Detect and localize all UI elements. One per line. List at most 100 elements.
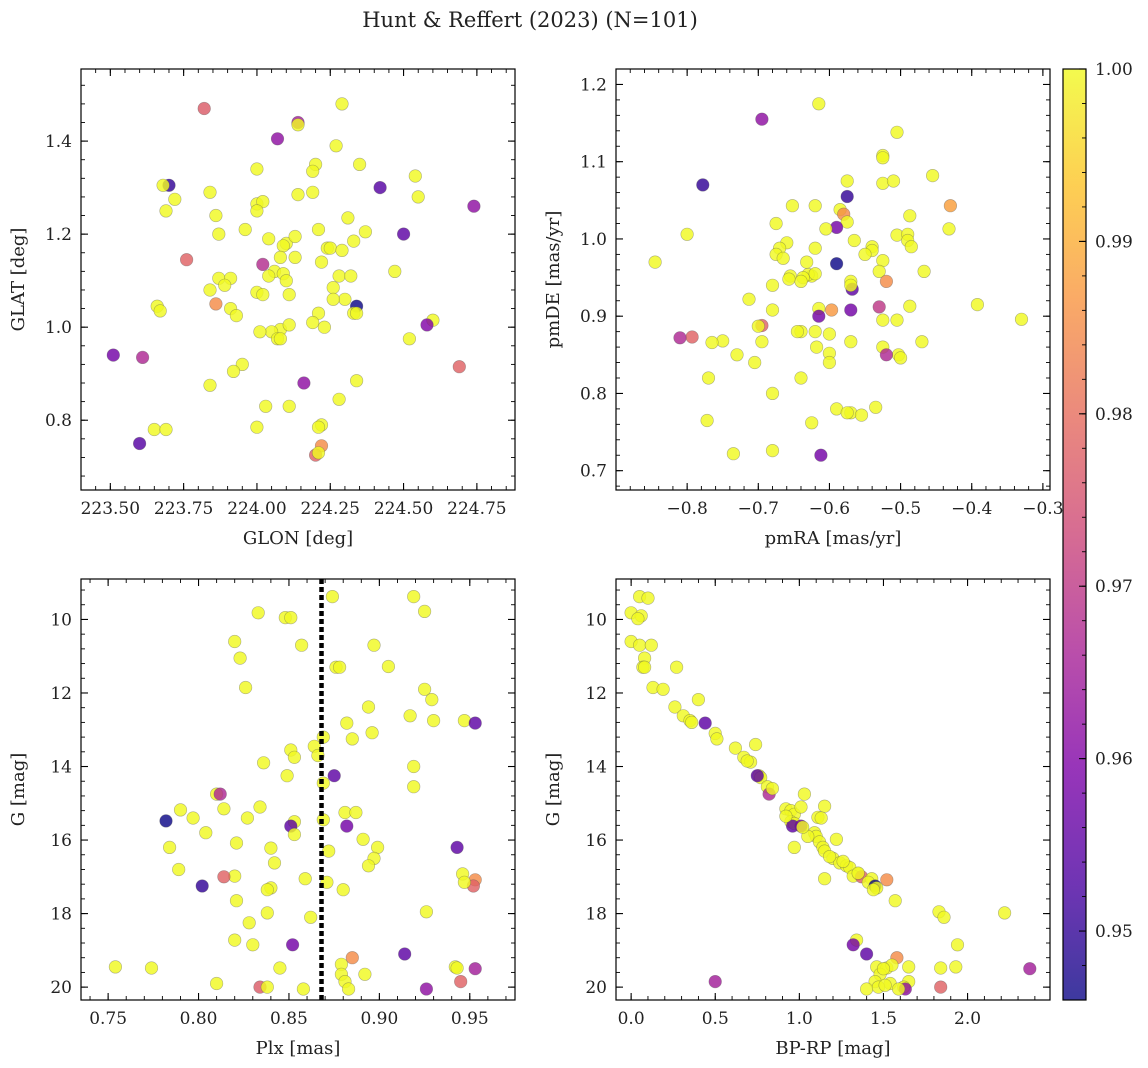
data-point <box>340 819 354 833</box>
y-tick-label: 14 <box>50 758 72 778</box>
data-point <box>235 357 249 372</box>
data-point <box>180 253 194 267</box>
data-point <box>251 606 265 620</box>
data-point <box>358 967 372 981</box>
y-tick-label: 1.0 <box>580 230 607 250</box>
data-point <box>893 351 908 365</box>
data-point <box>454 974 468 989</box>
data-point <box>891 982 906 996</box>
data-point <box>797 787 812 801</box>
y-tick-label: 12 <box>585 684 607 704</box>
data-point <box>203 283 217 297</box>
data-point <box>144 961 159 975</box>
data-point <box>915 335 929 349</box>
data-point <box>298 872 312 886</box>
data-point <box>880 873 894 887</box>
data-point <box>325 589 340 604</box>
y-tick-label: 1.0 <box>45 318 72 338</box>
data-point <box>876 176 890 190</box>
data-point <box>311 222 326 237</box>
data-point <box>262 269 276 283</box>
data-point <box>229 836 244 850</box>
data-point <box>1023 962 1037 976</box>
data-point <box>840 215 854 229</box>
data-point <box>691 692 706 707</box>
data-point <box>728 741 743 755</box>
data-point <box>153 304 167 318</box>
data-point <box>398 947 412 961</box>
data-point <box>796 820 810 834</box>
data-point <box>407 759 421 774</box>
data-point <box>427 713 441 728</box>
y-tick-label: 20 <box>585 978 607 998</box>
x-tick-label: 0.75 <box>89 1009 127 1029</box>
data-point <box>794 800 808 814</box>
data-point <box>336 883 350 897</box>
data-point <box>419 905 434 919</box>
data-point <box>876 151 890 165</box>
panel-position: 223.50 223.75 224.00 224.25 224.50 224.75 0.8 1… <box>8 68 516 549</box>
data-point <box>306 164 320 178</box>
data-point <box>418 682 432 696</box>
data-point <box>925 169 940 183</box>
data-point <box>218 278 232 292</box>
data-point <box>233 651 247 665</box>
data-point <box>641 591 655 605</box>
data-point <box>751 319 765 333</box>
data-point <box>260 906 274 920</box>
data-point <box>876 962 891 976</box>
axes-frame <box>615 68 1051 491</box>
data-point <box>755 335 769 349</box>
data-point <box>262 232 276 246</box>
data-point <box>808 325 822 339</box>
data-point <box>808 241 822 255</box>
data-point <box>794 371 808 385</box>
data-point <box>822 327 837 341</box>
data-point <box>403 709 417 723</box>
data-point <box>250 162 264 176</box>
data-point <box>888 894 902 908</box>
data-point <box>879 274 894 289</box>
y-tick-label: 10 <box>585 610 607 630</box>
data-point <box>886 174 901 188</box>
x-tick-label: 1.0 <box>786 1009 813 1029</box>
data-point <box>253 800 267 814</box>
data-point <box>358 225 373 239</box>
data-point <box>949 960 963 974</box>
axes-frame <box>80 68 516 491</box>
data-point <box>250 420 264 434</box>
data-point <box>468 716 482 730</box>
data-point <box>229 309 243 323</box>
x-tick-label: −0.6 <box>809 499 850 519</box>
data-point <box>740 754 754 768</box>
y-tick-label: 18 <box>50 905 72 925</box>
data-point <box>755 112 769 126</box>
data-point <box>276 239 290 253</box>
data-point <box>836 854 850 869</box>
data-point <box>282 399 296 413</box>
y-tick-label: 16 <box>585 831 607 851</box>
scatter-points <box>106 97 481 462</box>
data-point <box>890 313 904 327</box>
data-point <box>840 189 854 204</box>
colorbar-tick-label: 0.96 <box>1095 750 1133 770</box>
data-point <box>814 448 828 462</box>
data-point <box>260 883 274 897</box>
data-point <box>273 250 288 264</box>
data-point <box>840 174 854 188</box>
x-tick-label: 0.5 <box>702 1009 729 1029</box>
data-point <box>270 132 285 146</box>
data-point <box>782 272 796 286</box>
data-point <box>632 638 647 652</box>
data-point <box>876 313 890 327</box>
data-point <box>291 188 305 202</box>
data-point <box>805 416 819 430</box>
data-point <box>329 139 343 153</box>
x-tick-label: −0.3 <box>1022 499 1063 519</box>
panel-proper-motion: −0.8 −0.7 −0.6 −0.5 −0.4 −0.3 0.7 0.8 0.9 1.0 1.1 1… <box>543 68 1064 549</box>
colorbar-tick-label: 0.97 <box>1095 577 1133 597</box>
x-tick-label: 224.00 <box>227 499 286 519</box>
data-point <box>452 360 466 374</box>
data-point <box>350 374 364 388</box>
